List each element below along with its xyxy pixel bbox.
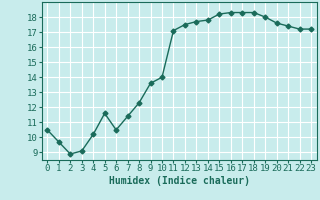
X-axis label: Humidex (Indice chaleur): Humidex (Indice chaleur) xyxy=(109,176,250,186)
